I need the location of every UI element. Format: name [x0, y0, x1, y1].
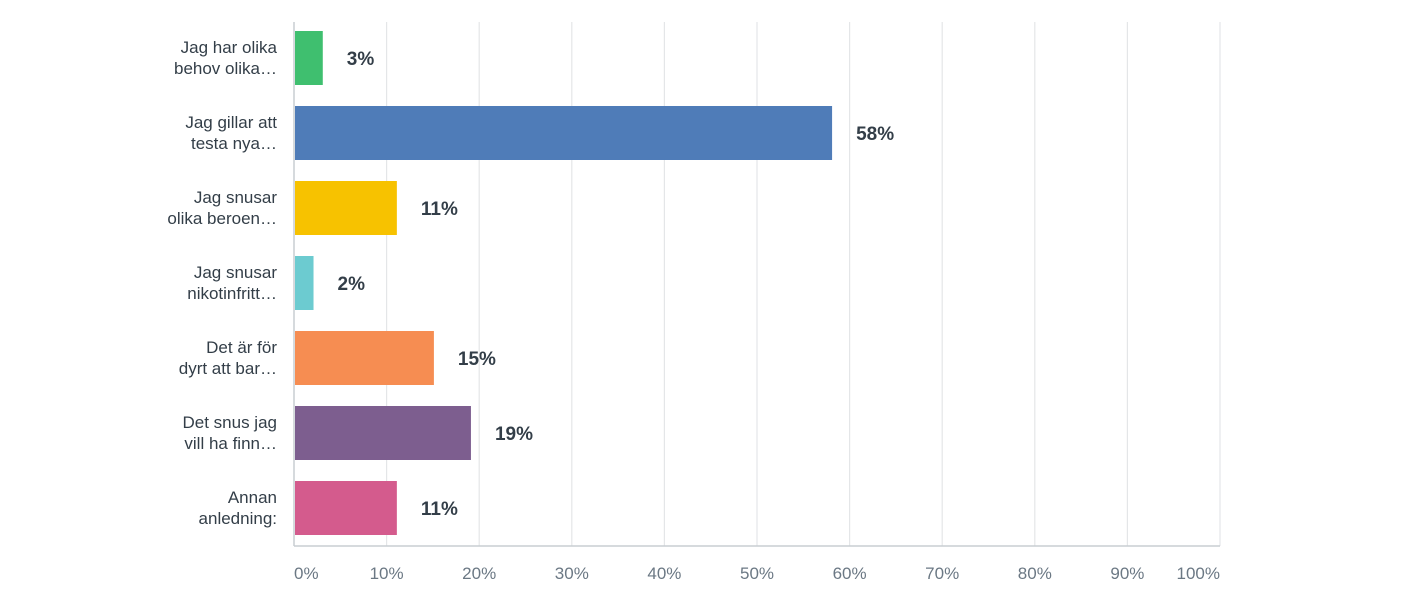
bar — [295, 256, 314, 310]
grid-layer — [386, 22, 1221, 546]
x-tick-label: 50% — [740, 564, 774, 583]
category-label: dyrt att bar… — [179, 359, 277, 378]
category-label: vill ha finn… — [184, 434, 277, 453]
x-tick-label: 100% — [1177, 564, 1220, 583]
data-label: 3% — [347, 49, 375, 70]
bar — [295, 331, 434, 385]
data-label: 11% — [421, 499, 458, 520]
category-label: Annan — [228, 488, 277, 507]
x-tick-label: 20% — [462, 564, 496, 583]
x-tick-label: 30% — [555, 564, 589, 583]
category-label: Jag snusar — [194, 188, 277, 207]
x-tick-label: 70% — [925, 564, 959, 583]
bar — [295, 106, 833, 160]
x-tick-label: 80% — [1018, 564, 1052, 583]
category-label: olika beroen… — [167, 209, 277, 228]
category-label: Jag snusar — [194, 263, 277, 282]
category-label: nikotinfritt… — [187, 284, 277, 303]
label-layer: 0% 10% 20% 30% 40% 50% 60% 70% 80% 90% 100% 3% Jag h… — [167, 38, 1220, 583]
x-tick-label: 60% — [833, 564, 867, 583]
category-label: Jag gillar att — [185, 113, 277, 132]
x-tick-label: 10% — [370, 564, 404, 583]
bar — [295, 31, 323, 85]
data-label: 19% — [495, 424, 533, 445]
bar — [295, 181, 397, 235]
data-label: 15% — [458, 349, 496, 370]
bar-layer — [295, 31, 833, 535]
category-label: anledning: — [199, 509, 277, 528]
x-tick-label: 40% — [647, 564, 681, 583]
x-tick-label: 0% — [294, 564, 319, 583]
x-tick-label: 90% — [1110, 564, 1144, 583]
category-label: Jag har olika — [181, 38, 278, 57]
bar — [295, 406, 471, 460]
category-label: Det är för — [206, 338, 277, 357]
axis-layer — [293, 22, 1220, 547]
data-label: 58% — [856, 124, 894, 145]
category-label: testa nya… — [191, 134, 277, 153]
data-label: 11% — [421, 199, 458, 220]
category-label: Det snus jag — [183, 413, 278, 432]
bar — [295, 481, 397, 535]
category-label: behov olika… — [174, 59, 277, 78]
data-label: 2% — [338, 274, 366, 295]
